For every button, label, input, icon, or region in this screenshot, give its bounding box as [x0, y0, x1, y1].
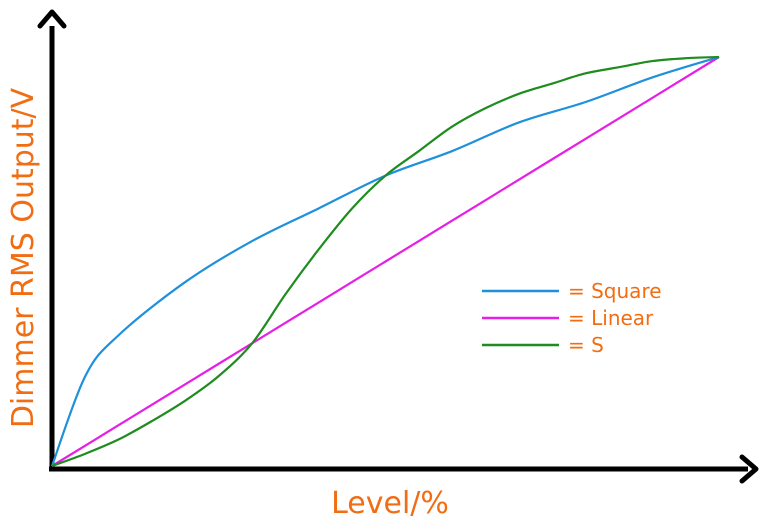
legend-label-linear: = Linear: [568, 306, 654, 330]
legend: = Square = Linear = S: [482, 279, 662, 357]
series-line-s: [51, 55, 720, 468]
y-axis-arrowhead: [37, 9, 67, 29]
series-line-linear: [51, 56, 720, 467]
legend-label-s: = S: [568, 333, 604, 357]
series-line-square: [50, 55, 720, 467]
series-layer: [50, 55, 720, 468]
legend-label-square: = Square: [568, 279, 662, 303]
x-axis-label: Level/%: [331, 486, 449, 521]
x-axis-arrowhead: [739, 454, 759, 484]
y-axis-label: Dimmer RMS Output/V: [6, 87, 41, 428]
